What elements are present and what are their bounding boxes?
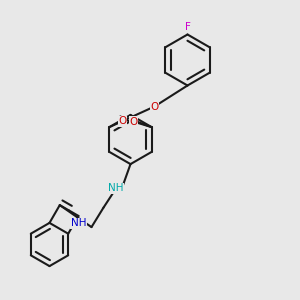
Text: O: O [130,117,138,127]
Text: O: O [150,101,159,112]
Text: F: F [184,22,190,32]
Text: methoxy: methoxy [131,119,137,120]
Text: O: O [119,116,127,126]
Text: NH: NH [108,183,123,193]
Text: NH: NH [71,218,86,228]
